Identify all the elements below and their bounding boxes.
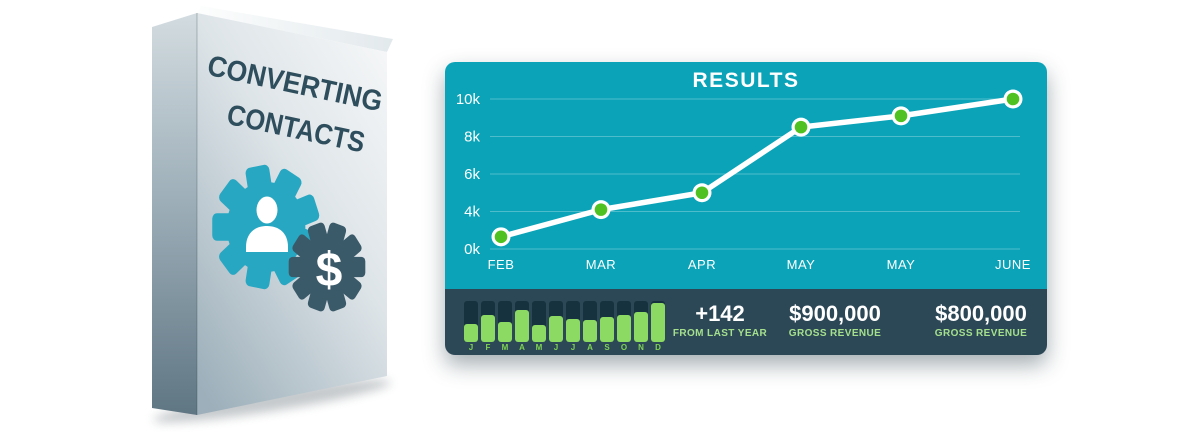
stat-value: $800,000 [935,301,1027,326]
line-chart: 10k 8k 6k 4k 0k FEB MAR APR MAY MAY JUNE [456,89,1031,272]
data-point-marker-fill [894,109,908,123]
mini-bar-track [634,301,648,342]
mini-bar-column: O [617,301,631,352]
mini-bar-track [532,301,546,342]
mini-bar-column: M [498,301,512,352]
mini-bar-fill [566,318,580,342]
mini-bar-column: S [600,301,614,352]
mini-bar-column: J [566,301,580,352]
stat-value: +142 [695,301,745,326]
mini-bar-column: A [583,301,597,352]
month-letter: D [655,343,661,352]
data-point-marker-fill [695,186,709,200]
mini-bar-track [600,301,614,342]
mini-bar-track [498,301,512,342]
mini-bar-fill [634,312,648,342]
mini-bar-fill [583,320,597,342]
results-title: RESULTS [692,69,800,92]
trend-line [498,96,1016,240]
dollar-sign: $ [316,244,343,297]
x-axis-label: MAR [586,257,616,272]
y-tick-label: 8k [464,129,480,146]
mini-bar-column: A [515,301,529,352]
stat-block: $800,000 GROSS REVENUE [909,301,1053,340]
data-point-marker-fill [494,230,508,244]
mini-bar-track [549,301,563,342]
month-letter: O [620,343,628,352]
mini-bar-track [515,301,529,342]
mini-bar-column: F [481,301,495,352]
stat-value: $900,000 [789,301,881,326]
month-letter: J [570,343,576,352]
x-axis-label: JUNE [995,257,1031,272]
mini-bar-fill [481,315,495,342]
mini-bar-fill [464,323,478,342]
mini-bar-fill [532,324,546,342]
month-letter: J [468,343,474,352]
stat-block: +142 FROM LAST YEAR [660,301,780,340]
x-axis-label: MAY [887,257,916,272]
y-tick-label: 10k [456,91,481,108]
mini-bar-fill [515,310,529,342]
month-letter: A [587,343,593,352]
mini-bar-column: J [464,301,478,352]
mini-bar-fill [651,303,665,342]
x-axis-label: MAY [787,257,816,272]
y-tick-label: 4k [464,204,480,221]
month-letter: F [485,343,491,352]
mini-bar-track [464,301,478,342]
stats-bar: J F M A M J J A S O N D +142 FROM LAST YEAR $900,00… [445,289,1047,355]
mini-bar-track [651,301,665,342]
mini-bar-column: J [549,301,563,352]
month-letter: J [553,343,559,352]
mini-bar-track [566,301,580,342]
mini-bar-fill [549,316,563,342]
mini-bar-fill [600,317,614,342]
data-point-marker-fill [594,203,608,216]
mini-bar-track [583,301,597,342]
month-letter: S [604,343,610,352]
product-box: CONVERTING CONTACTS $ [152,6,393,423]
mini-bar-fill [617,314,631,342]
x-axis-label: FEB [488,257,515,272]
y-tick-label: 0k [464,241,480,258]
stat-block: $900,000 GROSS REVENUE [763,301,907,340]
mini-bar-fill [498,321,512,342]
stat-label: GROSS REVENUE [934,328,1028,340]
y-tick-label: 6k [464,166,480,183]
mini-bar-track [481,301,495,342]
data-point-marker-fill [1006,92,1020,106]
mini-bar-column: N [634,301,648,352]
month-letter: A [519,343,525,352]
results-card: RESULTS 10k 8k 6k 4k 0k FEB MAR APR MAY MAY JUNE J… [445,62,1047,355]
box-spine [152,13,197,415]
line-chart-panel: RESULTS 10k 8k 6k 4k 0k FEB MAR APR MAY MAY JUNE [445,62,1047,289]
person-icon [246,196,288,252]
x-axis-label: APR [688,257,716,272]
mini-bar-column: M [532,301,546,352]
box-top-face [197,6,393,52]
stat-label: FROM LAST YEAR [672,328,768,340]
month-letter: M [535,343,543,352]
box-crease [196,13,198,415]
stat-label: GROSS REVENUE [788,328,882,340]
data-point-marker-fill [794,120,808,134]
month-letter: N [638,343,644,352]
mini-bar-column: D [651,301,665,352]
money-gear-icon [288,222,366,312]
month-letter: M [501,343,509,352]
mini-bar-track [617,301,631,342]
